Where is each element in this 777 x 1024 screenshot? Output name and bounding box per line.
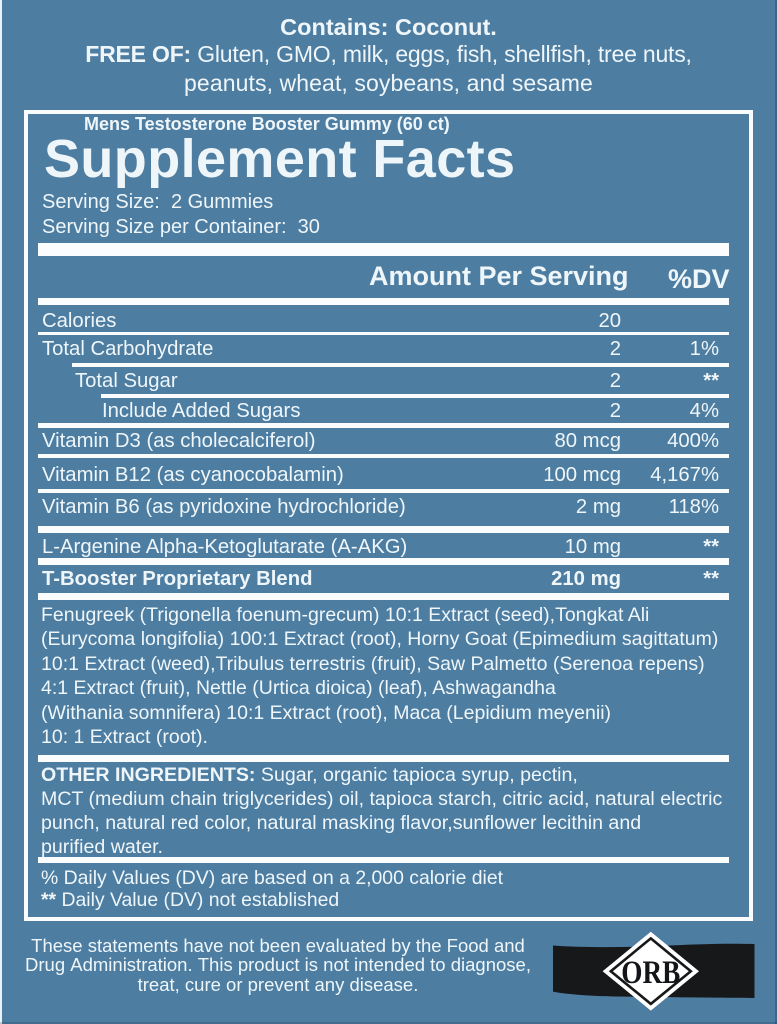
svg-text:ORB: ORB xyxy=(621,955,680,991)
